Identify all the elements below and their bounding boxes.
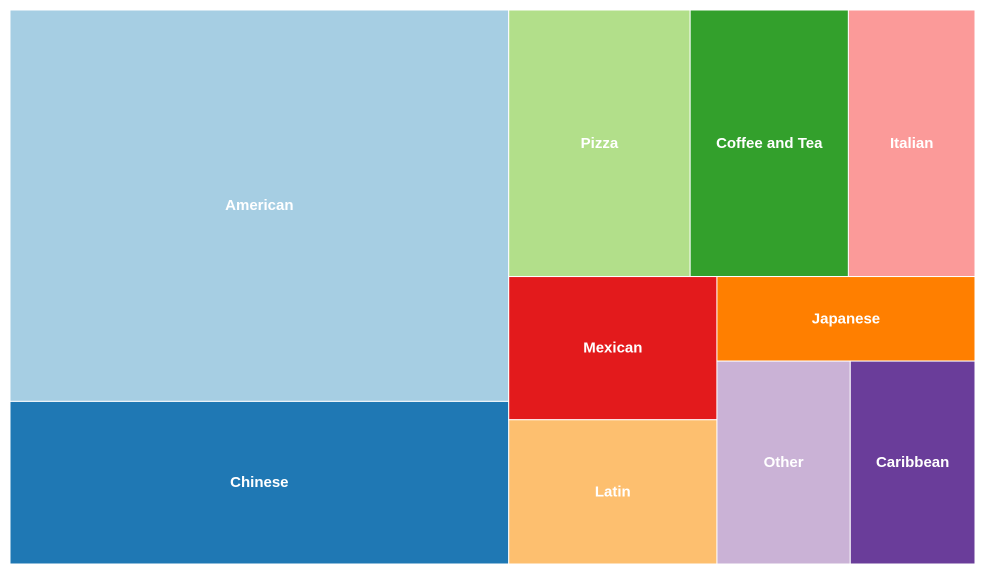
treemap-rect-other xyxy=(716,360,851,564)
treemap-cell-italian: Italian xyxy=(847,10,975,278)
treemap-label-other: Other xyxy=(764,454,804,471)
treemap-rect-caribbean xyxy=(849,360,975,564)
treemap-rect-american xyxy=(10,10,510,402)
treemap-chart: American Chinese Pizza Coffee and Tea Italia… xyxy=(10,10,975,564)
treemap-label-pizza: Pizza xyxy=(581,135,619,152)
treemap-label-american: American xyxy=(225,197,293,214)
treemap-label-japanese: Japanese xyxy=(812,310,880,327)
treemap-label-chinese: Chinese xyxy=(230,474,288,491)
treemap-cell-latin: Latin xyxy=(508,419,718,564)
treemap-label-italian: Italian xyxy=(890,135,933,152)
treemap-cell-american: American xyxy=(10,10,510,402)
treemap-rect-italian xyxy=(847,10,975,278)
treemap-label-caribbean: Caribbean xyxy=(876,454,949,471)
treemap-cell-japanese: Japanese xyxy=(716,276,975,362)
treemap-label-mexican: Mexican xyxy=(583,340,642,357)
treemap-label-latin: Latin xyxy=(595,483,631,500)
treemap-cell-other: Other xyxy=(716,360,851,564)
treemap-cell-chinese: Chinese xyxy=(10,400,510,564)
treemap-rect-coffee-and-tea xyxy=(689,10,849,278)
treemap-cell-coffee-and-tea: Coffee and Tea xyxy=(689,10,849,278)
treemap-cell-caribbean: Caribbean xyxy=(849,360,975,564)
treemap-cell-pizza: Pizza xyxy=(508,10,691,278)
treemap-rect-latin xyxy=(508,419,718,564)
treemap-label-coffee-and-tea: Coffee and Tea xyxy=(716,135,823,152)
treemap-cell-mexican: Mexican xyxy=(508,276,718,421)
treemap-rect-japanese xyxy=(716,276,975,362)
treemap-rect-chinese xyxy=(10,400,510,564)
